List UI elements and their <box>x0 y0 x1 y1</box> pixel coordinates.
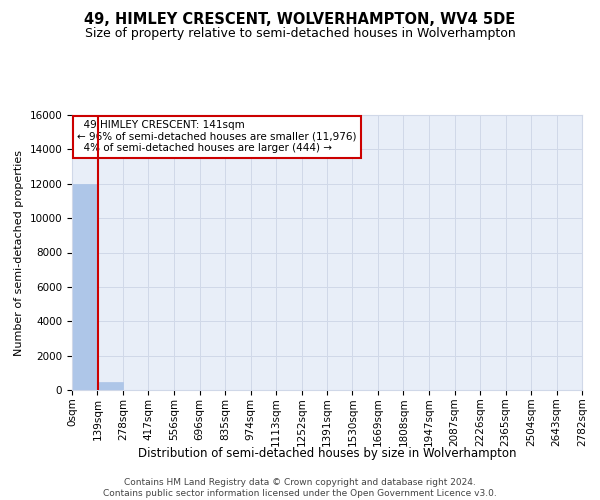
Bar <box>72 184 97 390</box>
Text: Contains HM Land Registry data © Crown copyright and database right 2024.
Contai: Contains HM Land Registry data © Crown c… <box>103 478 497 498</box>
Text: 49 HIMLEY CRESCENT: 141sqm
← 96% of semi-detached houses are smaller (11,976)
  : 49 HIMLEY CRESCENT: 141sqm ← 96% of semi… <box>77 120 357 154</box>
Text: Distribution of semi-detached houses by size in Wolverhampton: Distribution of semi-detached houses by … <box>138 448 516 460</box>
Bar <box>97 382 123 390</box>
Y-axis label: Number of semi-detached properties: Number of semi-detached properties <box>14 150 24 356</box>
Text: 49, HIMLEY CRESCENT, WOLVERHAMPTON, WV4 5DE: 49, HIMLEY CRESCENT, WOLVERHAMPTON, WV4 … <box>85 12 515 28</box>
Text: Size of property relative to semi-detached houses in Wolverhampton: Size of property relative to semi-detach… <box>85 28 515 40</box>
